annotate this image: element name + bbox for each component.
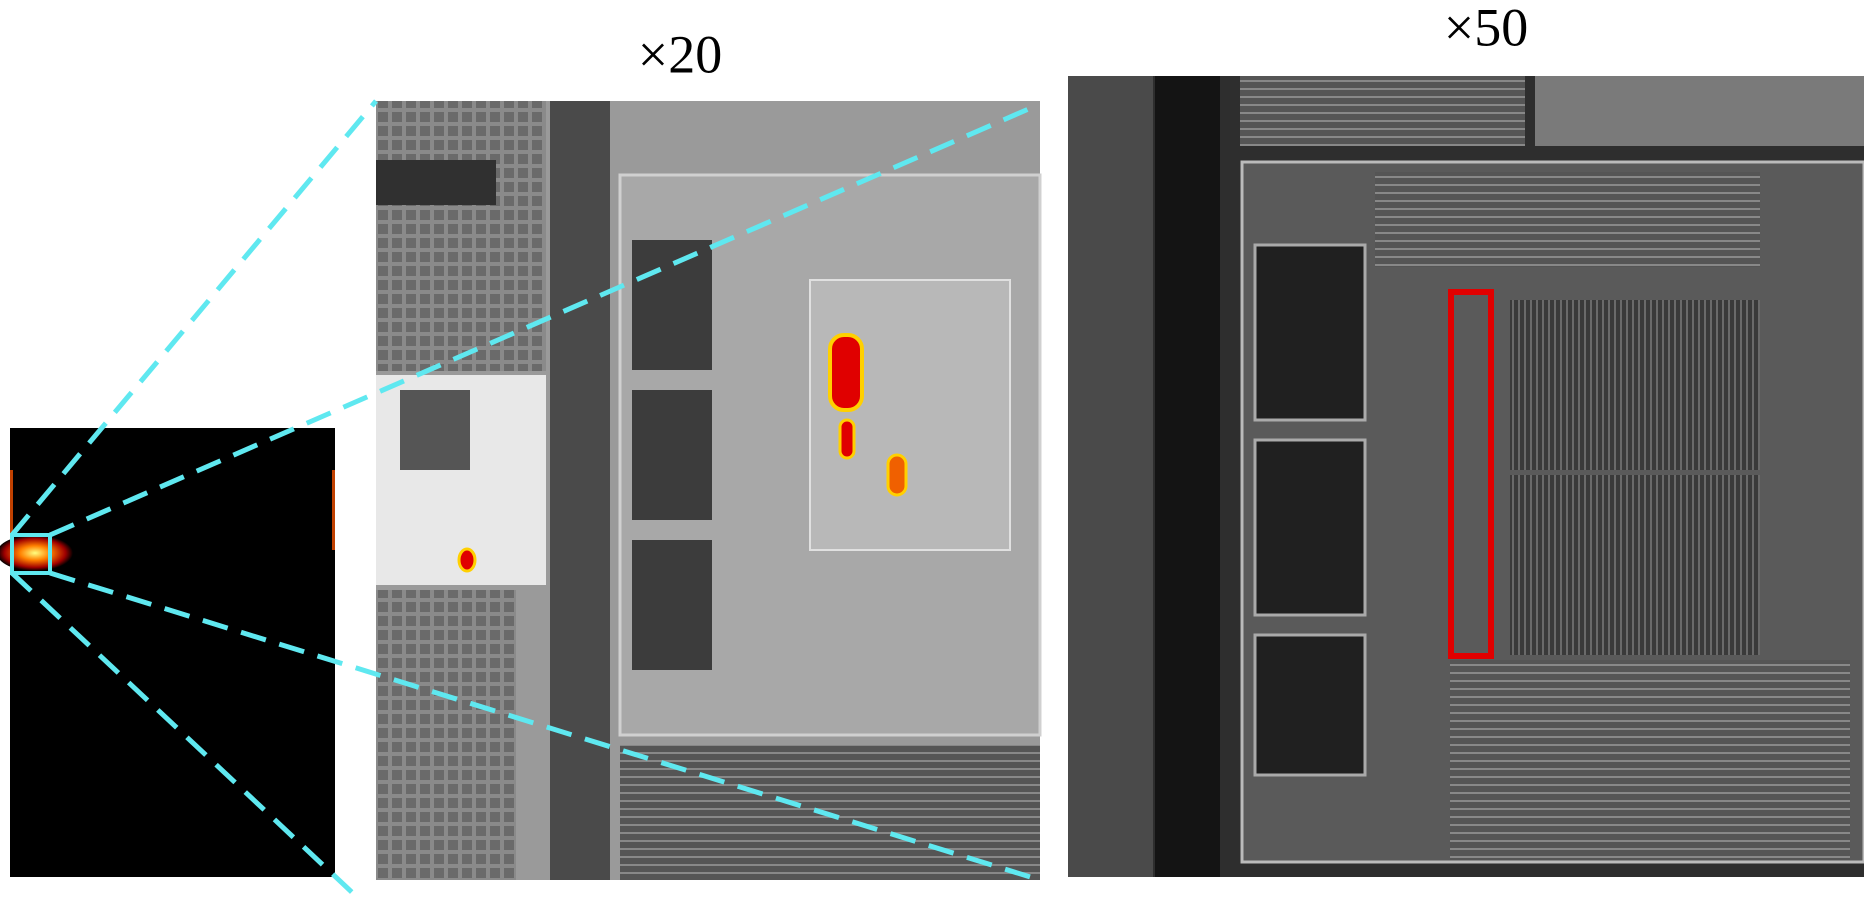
zoom-50-panel [1068,76,1864,877]
zoom-20-panel [376,101,1040,880]
zoom-label: ×50 [1444,0,1528,57]
figure: ×20 ×50 [0,0,1864,897]
thermal-panel [0,428,335,877]
zoom-label: ×20 [638,24,722,84]
